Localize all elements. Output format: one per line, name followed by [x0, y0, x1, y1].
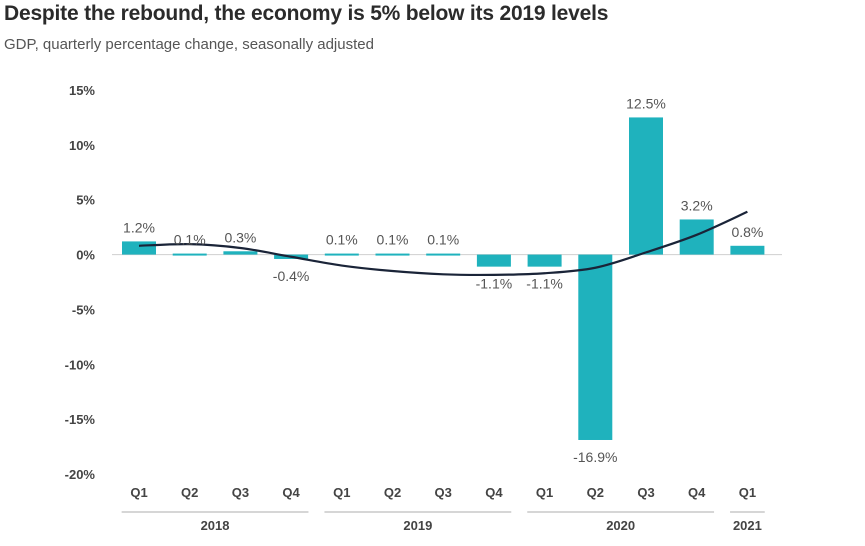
- bar: [426, 253, 461, 256]
- data-label: 3.2%: [681, 197, 713, 213]
- quarter-label: Q1: [536, 485, 553, 500]
- y-tick-label: -20%: [65, 467, 96, 482]
- quarter-label: Q3: [637, 485, 654, 500]
- quarter-label: Q1: [739, 485, 756, 500]
- quarter-label: Q2: [181, 485, 198, 500]
- year-label: 2021: [733, 518, 762, 533]
- quarter-label: Q4: [688, 485, 706, 500]
- y-tick-label: 5%: [76, 193, 95, 208]
- bar: [324, 253, 359, 256]
- quarter-label: Q2: [587, 485, 604, 500]
- data-label: 0.1%: [326, 231, 358, 247]
- data-label: 0.8%: [731, 224, 763, 240]
- bar: [476, 254, 511, 267]
- bar: [629, 117, 663, 255]
- data-label: 0.1%: [377, 231, 409, 247]
- data-label: -1.1%: [476, 276, 513, 292]
- data-label: 12.5%: [626, 95, 666, 111]
- quarter-label: Q3: [232, 485, 249, 500]
- data-label: -0.4%: [273, 268, 310, 284]
- trend-line: [138, 210, 748, 277]
- quarter-label: Q4: [485, 485, 503, 500]
- chart-title: Despite the rebound, the economy is 5% b…: [4, 2, 609, 25]
- quarter-label: Q1: [130, 485, 147, 500]
- data-label: 1.2%: [123, 219, 155, 235]
- data-label: 0.1%: [427, 231, 459, 247]
- bar: [679, 219, 714, 255]
- year-label: 2019: [403, 518, 432, 533]
- chart-subtitle: GDP, quarterly percentage change, season…: [4, 36, 374, 53]
- data-label: -1.1%: [526, 276, 563, 292]
- y-tick-label: 0%: [76, 248, 95, 263]
- bar: [527, 254, 562, 267]
- y-tick-label: -5%: [72, 302, 96, 317]
- bar: [172, 253, 207, 256]
- year-label: 2018: [201, 518, 230, 533]
- y-tick-label: 15%: [69, 83, 95, 98]
- bar: [375, 253, 410, 256]
- bar: [122, 241, 156, 255]
- quarter-label: Q3: [435, 485, 452, 500]
- y-tick-label: 10%: [69, 138, 95, 153]
- y-tick-label: -15%: [65, 412, 96, 427]
- y-tick-label: -10%: [65, 357, 96, 372]
- data-label: 0.1%: [174, 231, 206, 247]
- year-label: 2020: [606, 518, 635, 533]
- quarter-label: Q1: [333, 485, 350, 500]
- data-label: -16.9%: [573, 449, 617, 465]
- bar: [578, 254, 613, 440]
- quarter-label: Q4: [282, 485, 300, 500]
- bar: [730, 245, 765, 255]
- quarter-label: Q2: [384, 485, 401, 500]
- bar: [223, 251, 258, 255]
- data-label: 0.3%: [224, 229, 256, 245]
